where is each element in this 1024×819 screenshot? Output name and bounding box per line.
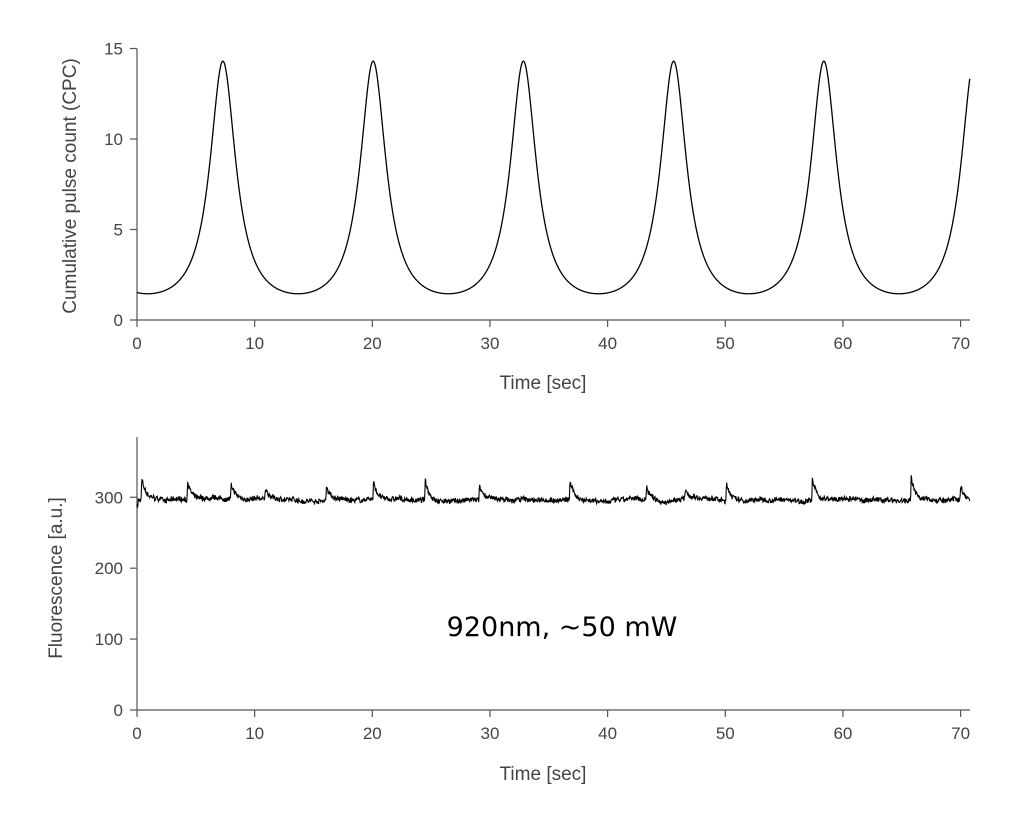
x-tick-label: 10 — [245, 724, 264, 743]
x-tick-label: 0 — [132, 724, 141, 743]
x-tick-label: 40 — [598, 334, 617, 353]
y-axis-label: Cumulative pulse count (CPC) — [60, 58, 81, 314]
x-tick-label: 50 — [716, 334, 735, 353]
y-tick-label: 200 — [95, 559, 123, 578]
x-tick-label: 10 — [245, 334, 264, 353]
x-tick-label: 70 — [951, 724, 970, 743]
cpc-line — [136, 60, 971, 295]
fluorescence-panel: Fluorescence [a.u.] Time [sec] 920nm, ~5… — [46, 437, 971, 785]
x-tick-label: 40 — [598, 724, 617, 743]
x-axis-label: Time [sec] — [500, 373, 587, 394]
y-tick-label: 0 — [114, 311, 123, 330]
cpc-panel: Cumulative pulse count (CPC) Time [sec] … — [60, 40, 971, 394]
x-tick-label: 30 — [481, 724, 500, 743]
x-tick-label: 30 — [481, 334, 500, 353]
x-tick-label: 60 — [833, 724, 852, 743]
y-axis-label: Fluorescence [a.u.] — [46, 497, 67, 659]
y-tick-label: 100 — [95, 630, 123, 649]
y-tick-label: 5 — [114, 221, 123, 240]
y-tick-label: 0 — [114, 701, 123, 720]
y-tick-label: 300 — [95, 488, 123, 507]
y-tick-label: 15 — [104, 40, 123, 59]
annotation: 920nm, ~50 mW — [447, 612, 678, 643]
x-tick-label: 70 — [951, 334, 970, 353]
x-tick-label: 60 — [833, 334, 852, 353]
x-tick-label: 20 — [363, 334, 382, 353]
x-tick-label: 20 — [363, 724, 382, 743]
y-tick-label: 10 — [104, 130, 123, 149]
x-axis-label: Time [sec] — [500, 764, 587, 785]
x-tick-label: 0 — [132, 334, 141, 353]
x-tick-label: 50 — [716, 724, 735, 743]
fluorescence-line — [136, 475, 971, 508]
